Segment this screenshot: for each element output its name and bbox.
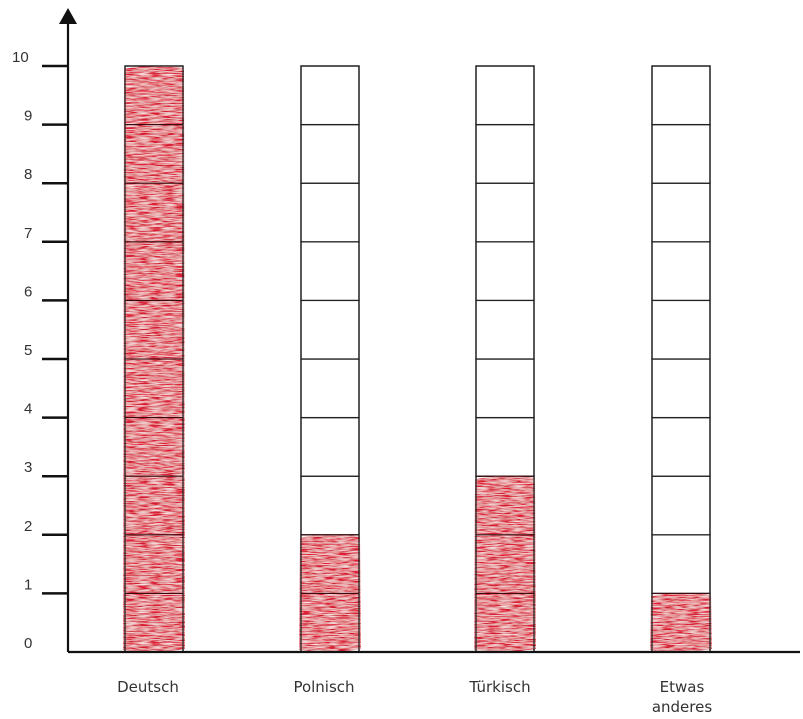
y-axis-ticks: 0 1 2 3 4 5 6 7 8 9 10 — [12, 49, 68, 652]
y-tick-label-7: 7 — [24, 225, 32, 242]
bar-polnisch — [299, 65, 361, 653]
category-labels: Deutsch Polnisch Türkisch Etwas anderes — [117, 678, 712, 716]
bar-cell — [300, 65, 360, 126]
bars-layer — [123, 65, 712, 653]
y-tick-label-0: 0 — [24, 635, 32, 652]
bar-cell — [651, 358, 711, 419]
y-tick-label-3: 3 — [24, 459, 32, 476]
y-tick-label-2: 2 — [24, 518, 32, 535]
bar-cell — [300, 299, 360, 360]
bar-cell — [300, 416, 360, 477]
bar-fill-etwas-anderes — [650, 593, 712, 652]
x-category-label: Deutsch — [117, 678, 179, 696]
x-category-label: Türkisch — [468, 678, 530, 696]
bar-deutsch — [123, 65, 185, 653]
y-tick-label-10: 10 — [12, 49, 29, 66]
bar-cell — [300, 123, 360, 184]
axes — [59, 8, 800, 654]
y-tick-label-6: 6 — [24, 283, 32, 300]
bar-cell — [475, 123, 535, 184]
y-tick-label-8: 8 — [24, 166, 32, 183]
bar-cell — [475, 358, 535, 419]
bar-cell — [651, 182, 711, 243]
y-axis-arrow-icon — [59, 8, 77, 24]
bar-etwas-anderes — [650, 65, 712, 653]
bar-cell — [475, 416, 535, 477]
bar-cell — [300, 475, 360, 536]
y-tick-label-4: 4 — [24, 401, 32, 418]
bar-cell — [651, 475, 711, 536]
bar-cell — [651, 299, 711, 360]
bar-cell — [651, 534, 711, 595]
bar-cell — [651, 123, 711, 184]
y-tick-label-9: 9 — [24, 108, 32, 125]
bar-cell — [475, 65, 535, 126]
bar-cell — [475, 182, 535, 243]
bar-cell — [651, 416, 711, 477]
bar-cell — [300, 241, 360, 302]
bar-cell — [300, 358, 360, 419]
x-category-label: Etwas — [660, 678, 705, 696]
bar-cell — [475, 241, 535, 302]
bar-cell — [651, 65, 711, 126]
bar-türkisch — [474, 65, 536, 653]
y-tick-label-1: 1 — [24, 576, 32, 593]
bar-cell — [475, 299, 535, 360]
y-tick-label-5: 5 — [24, 342, 32, 359]
bar-cell — [300, 182, 360, 243]
bar-fill-türkisch — [474, 475, 536, 652]
x-category-label: anderes — [652, 698, 713, 716]
x-category-label: Polnisch — [293, 678, 354, 696]
bar-cell — [651, 241, 711, 302]
